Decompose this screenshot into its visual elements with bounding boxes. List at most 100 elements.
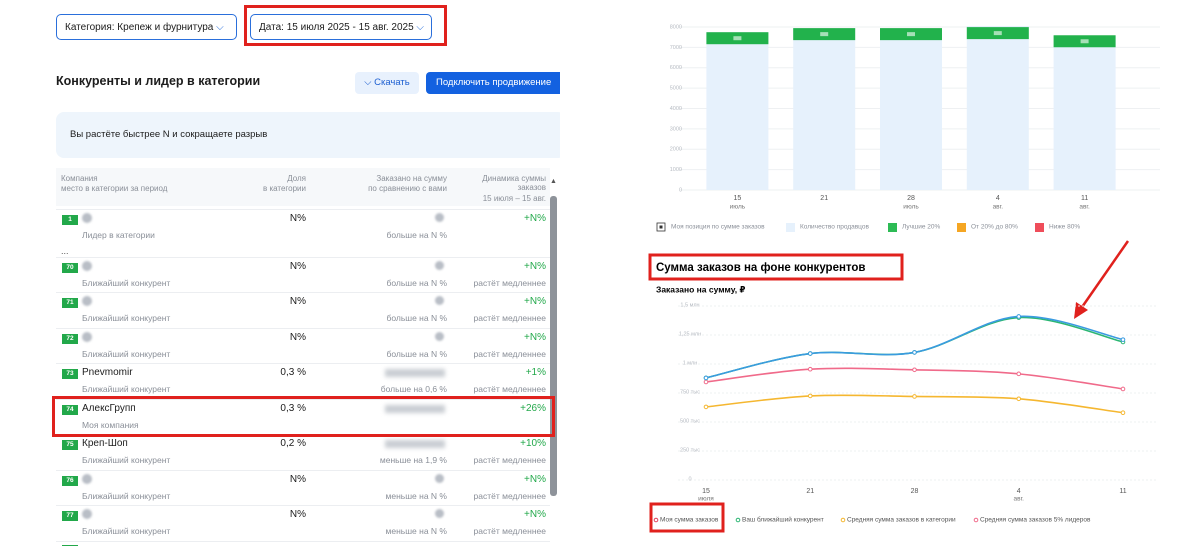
point (703, 379, 709, 385)
position-icon (733, 36, 742, 41)
dynamics: +N% (524, 296, 546, 307)
column-title: Динамика суммы заказов (482, 174, 546, 192)
amount-icon (435, 509, 444, 518)
rank-badge: 75 (62, 440, 78, 450)
dynamics: +26% (520, 402, 546, 414)
bar (1053, 36, 1116, 191)
position-icon (1080, 39, 1089, 44)
download-button[interactable]: ⌵ Скачать (355, 72, 419, 94)
competitors-panel: Категория: Крепеж и фурнитура ⌵ Дата: 15… (0, 0, 560, 546)
rank-badge: 77 (62, 511, 78, 521)
highlight-box (52, 396, 555, 437)
y-tick-label: 6000 (670, 65, 682, 71)
y-tick-label: 1,5 млн (680, 302, 699, 308)
x-tick-label: 15 (734, 195, 742, 202)
row-separator (56, 363, 550, 364)
row-separator (56, 256, 550, 258)
comparison: меньше на N % (385, 526, 447, 536)
x-tick-label: 4 (1017, 488, 1021, 495)
x-tick-label: 11 (1119, 488, 1126, 495)
comparison: больше на N % (386, 277, 447, 288)
legend-label: Ваш ближайший конкурент (742, 516, 824, 524)
amount-icon (435, 296, 444, 305)
y-tick-label: 1000 (670, 167, 682, 173)
scroll-up[interactable]: ▲ (550, 178, 557, 185)
point (807, 366, 813, 372)
company-name: Креп-Шоп (82, 438, 128, 449)
legend-swatch (1035, 223, 1044, 232)
dynamics-note: растёт медленнее (473, 348, 546, 359)
scrollbar[interactable] (550, 196, 557, 496)
row-separator (56, 398, 550, 400)
share: N% (289, 509, 306, 520)
row-separator (56, 505, 550, 506)
legend-swatch-inner (659, 225, 663, 229)
table-header (56, 168, 550, 206)
y-tick-label: 0 (679, 187, 682, 193)
y-tick-label: 0 (688, 476, 691, 482)
amount-icon (435, 260, 444, 270)
company-subtitle: Моя компания (82, 419, 139, 430)
bar (880, 28, 942, 190)
rank-badge: 71 (62, 298, 78, 308)
legend-label: Моя сумма заказов (660, 517, 719, 524)
company-subtitle: Ближайший конкурент (82, 277, 171, 288)
share: N% (289, 213, 306, 224)
comparison: больше на N % (386, 348, 447, 359)
highlight-box (649, 502, 725, 533)
company-name: АлексГрупп (82, 402, 136, 414)
row-separator (56, 209, 550, 210)
company-subtitle: Ближайший конкурент (82, 313, 171, 323)
company-icon (82, 331, 92, 342)
dynamics-note: растёт медленнее (473, 526, 546, 536)
dynamics: +1% (525, 367, 546, 378)
arrow (1074, 240, 1130, 319)
share: 0,3 % (280, 367, 306, 378)
position-icon (993, 31, 1002, 36)
date-filter[interactable]: Дата: 15 июля 2025 - 15 авг. 2025 ⌵ (250, 14, 432, 40)
rank-badge-partial (62, 544, 78, 546)
legend-marker (840, 517, 846, 523)
x-tick-sublabel: июля (698, 496, 714, 503)
column-title: Компания (61, 174, 98, 183)
point (912, 350, 917, 355)
column-subtitle: место в категории за период (61, 184, 168, 193)
comparison: больше на N % (386, 313, 447, 323)
column-title: Доля (287, 174, 306, 183)
section-title: Конкуренты и лидер в категории (56, 74, 261, 88)
dynamics: +N% (524, 260, 546, 272)
promote-label: Подключить продвижение (436, 77, 552, 88)
column-title: Заказано на сумму (376, 174, 447, 183)
point (1016, 314, 1022, 319)
x-tick-label: 11 (1081, 195, 1088, 202)
company-icon (82, 213, 92, 223)
y-tick-label: 500 тыс (680, 418, 700, 424)
x-tick-label: 21 (820, 195, 828, 202)
company-icon (82, 509, 92, 519)
x-tick-label: 21 (806, 488, 814, 495)
amount-icon (435, 213, 444, 222)
company-subtitle: Ближайший конкурент (82, 455, 171, 465)
x-tick-label: 28 (911, 488, 919, 495)
dynamics-note: растёт медленнее (473, 277, 546, 288)
comparison: меньше на 1,9 % (379, 455, 447, 465)
dynamics-note: растёт медленнее (473, 455, 546, 465)
category-filter[interactable]: Категория: Крепеж и фурнитура ⌵ (56, 14, 237, 40)
point (1120, 386, 1126, 392)
row-separator (56, 469, 550, 471)
promote-button[interactable]: Подключить продвижение (426, 72, 560, 94)
x-tick-label: 4 (996, 195, 1000, 202)
share: N% (289, 260, 306, 272)
dynamics: +N% (524, 509, 546, 520)
dynamics: +N% (524, 473, 546, 485)
date-filter-label: Дата: 15 июля 2025 - 15 авг. 2025 (259, 22, 414, 33)
row-separator (56, 292, 550, 293)
y-tick-label: 250 тыс (680, 447, 700, 453)
dynamics: +10% (520, 438, 546, 449)
y-tick-label: 1 млн (683, 360, 698, 366)
company-subtitle: Ближайший конкурент (82, 526, 171, 536)
position-icon (820, 32, 829, 37)
bar (706, 32, 769, 190)
legend-swatch (786, 223, 795, 232)
legend-label: Ниже 80% (1049, 224, 1080, 231)
